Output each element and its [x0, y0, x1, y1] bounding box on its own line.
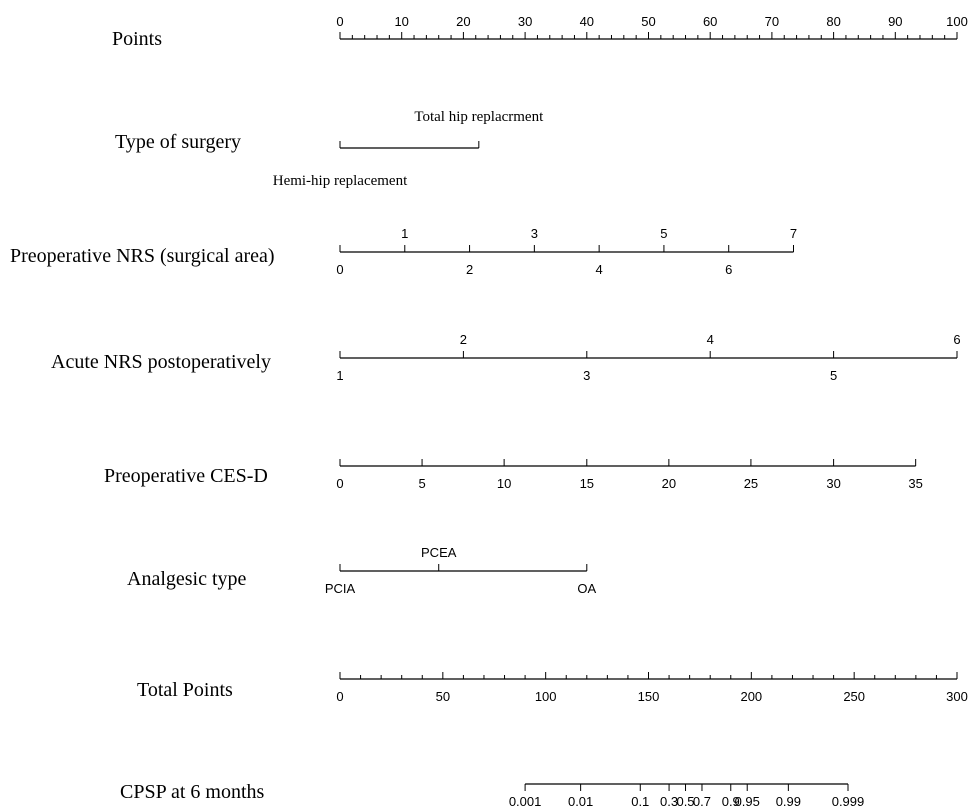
acute-nrs-postoperatively-tick-label: 1 — [336, 368, 343, 383]
total-tick-label: 100 — [535, 689, 557, 704]
preoperative-ces-d-tick-label: 15 — [580, 476, 594, 491]
cpsp-tick-label: 0.01 — [568, 794, 593, 809]
preoperative-nrs-surgical-area-tick-label: 5 — [660, 226, 667, 241]
acute-nrs-postoperatively-label: Acute NRS postoperatively — [51, 351, 271, 373]
type-of-surgery-label: Type of surgery — [115, 131, 241, 153]
cpsp-label: CPSP at 6 months — [120, 781, 265, 803]
preoperative-nrs-surgical-area-tick-label: 2 — [466, 262, 473, 277]
total-tick-label: 300 — [946, 689, 968, 704]
cpsp-tick-label: 0.9 — [722, 794, 740, 809]
acute-nrs-postoperatively-tick-label: 6 — [953, 332, 960, 347]
type-of-surgery-tick-label: Hemi-hip replacement — [273, 173, 408, 189]
preoperative-ces-d-tick-label: 5 — [418, 476, 425, 491]
points-tick-label: 20 — [456, 14, 470, 29]
type-of-surgery-tick-label: Total hip replacrment — [414, 109, 544, 125]
points-tick-label: 90 — [888, 14, 902, 29]
preoperative-ces-d-tick-label: 25 — [744, 476, 758, 491]
total-tick-label: 150 — [638, 689, 660, 704]
preoperative-ces-d-label: Preoperative CES-D — [104, 465, 268, 487]
preoperative-nrs-surgical-area-tick-label: 1 — [401, 226, 408, 241]
cpsp-tick-label: 0.95 — [735, 794, 760, 809]
acute-nrs-postoperatively-tick-label: 2 — [460, 332, 467, 347]
points-tick-label: 80 — [826, 14, 840, 29]
analgesic-type-label: Analgesic type — [127, 568, 247, 590]
points-axis-label: Points — [112, 28, 162, 50]
total-tick-label: 250 — [843, 689, 865, 704]
preoperative-ces-d-tick-label: 0 — [336, 476, 343, 491]
preoperative-ces-d-tick-label: 20 — [662, 476, 676, 491]
preoperative-ces-d-tick-label: 35 — [908, 476, 922, 491]
cpsp-tick-label: 0.999 — [832, 794, 865, 809]
preoperative-ces-d-tick-label: 10 — [497, 476, 511, 491]
points-tick-label: 30 — [518, 14, 532, 29]
acute-nrs-postoperatively-tick-label: 5 — [830, 368, 837, 383]
preoperative-nrs-surgical-area-tick-label: 0 — [336, 262, 343, 277]
points-tick-label: 0 — [336, 14, 343, 29]
axis-lines-layer — [339, 32, 958, 791]
acute-nrs-postoperatively-tick-label: 3 — [583, 368, 590, 383]
cpsp-tick-label: 0.3 — [660, 794, 678, 809]
points-tick-label: 10 — [394, 14, 408, 29]
preoperative-ces-d-tick-label: 30 — [826, 476, 840, 491]
preoperative-nrs-surgical-area-tick-label: 3 — [531, 226, 538, 241]
preoperative-nrs-surgical-area-tick-label: 6 — [725, 262, 732, 277]
total-tick-label: 0 — [336, 689, 343, 704]
cpsp-tick-label: 0.99 — [776, 794, 801, 809]
analgesic-type-tick-label: OA — [577, 581, 596, 596]
preoperative-nrs-surgical-area-tick-label: 4 — [596, 262, 603, 277]
cpsp-tick-label: 0.001 — [509, 794, 542, 809]
analgesic-type-tick-label: PCEA — [421, 545, 457, 560]
points-tick-label: 50 — [641, 14, 655, 29]
preoperative-nrs-surgical-area-tick-label: 7 — [790, 226, 797, 241]
points-tick-label: 70 — [765, 14, 779, 29]
preoperative-nrs-surgical-area-label: Preoperative NRS (surgical area) — [10, 245, 275, 267]
cpsp-tick-label: 0.1 — [631, 794, 649, 809]
points-tick-label: 40 — [580, 14, 594, 29]
points-tick-label: 60 — [703, 14, 717, 29]
acute-nrs-postoperatively-tick-label: 4 — [707, 332, 714, 347]
total-points-label: Total Points — [137, 679, 233, 701]
analgesic-type-tick-label: PCIA — [325, 581, 356, 596]
total-tick-label: 200 — [740, 689, 762, 704]
total-tick-label: 50 — [436, 689, 450, 704]
points-tick-label: 100 — [946, 14, 968, 29]
cpsp-tick-label: 0.7 — [693, 794, 711, 809]
cpsp-tick-label: 0.5 — [676, 794, 694, 809]
